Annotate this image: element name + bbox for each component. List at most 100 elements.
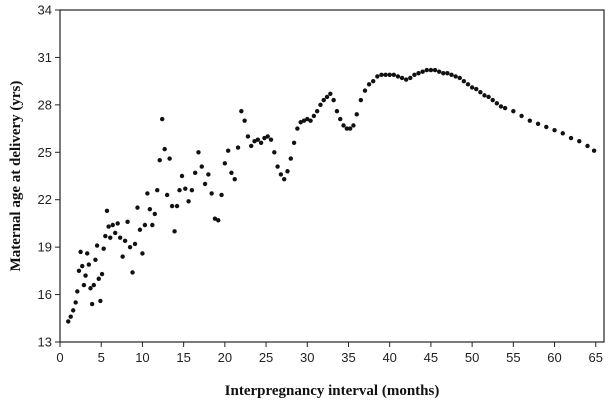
data-point bbox=[186, 199, 191, 204]
data-point bbox=[110, 222, 115, 228]
data-point bbox=[268, 137, 274, 142]
data-point bbox=[88, 286, 93, 291]
x-axis: 0 5 10 15 20 25 30 35 40 45 50 55 60 65 bbox=[56, 342, 603, 365]
data-point bbox=[99, 271, 105, 277]
x-tick-label: 60 bbox=[547, 350, 561, 365]
data-point bbox=[391, 72, 397, 78]
data-point bbox=[199, 164, 204, 169]
data-point bbox=[196, 150, 201, 155]
data-point bbox=[281, 176, 287, 182]
x-tick-label: 10 bbox=[135, 350, 149, 365]
data-point bbox=[347, 126, 353, 131]
data-point bbox=[104, 208, 110, 213]
data-point bbox=[68, 314, 73, 319]
data-point bbox=[428, 67, 434, 73]
y-tick-label: 28 bbox=[38, 97, 52, 112]
data-point bbox=[172, 229, 177, 234]
x-tick-label: 5 bbox=[98, 350, 105, 365]
data-point bbox=[103, 233, 108, 239]
data-point bbox=[399, 75, 405, 81]
data-point bbox=[408, 75, 413, 81]
data-point bbox=[83, 273, 88, 278]
data-point bbox=[424, 67, 429, 73]
x-tick-label: 20 bbox=[218, 350, 232, 365]
data-point bbox=[91, 282, 96, 288]
data-point bbox=[585, 143, 590, 149]
data-point bbox=[70, 308, 76, 313]
data-point bbox=[331, 97, 336, 103]
data-point bbox=[366, 82, 372, 87]
data-point bbox=[461, 78, 467, 84]
data-points bbox=[66, 67, 597, 324]
data-point bbox=[453, 74, 458, 79]
data-point bbox=[255, 137, 261, 142]
data-point bbox=[162, 146, 167, 152]
data-point bbox=[265, 134, 270, 139]
data-point bbox=[308, 118, 313, 123]
y-tick-label: 31 bbox=[38, 50, 52, 65]
x-tick-label: 55 bbox=[506, 350, 520, 365]
data-point bbox=[177, 188, 182, 193]
data-point bbox=[93, 257, 98, 262]
x-axis-title: Interpregnancy interval (months) bbox=[225, 383, 440, 399]
data-point bbox=[140, 251, 145, 256]
data-point bbox=[76, 268, 82, 274]
data-point bbox=[137, 227, 143, 232]
y-tick-label: 13 bbox=[38, 335, 52, 350]
data-point bbox=[465, 82, 471, 87]
data-point bbox=[75, 289, 80, 294]
data-point bbox=[167, 156, 172, 161]
data-point bbox=[183, 186, 188, 191]
data-point bbox=[78, 249, 83, 255]
x-tick-label: 25 bbox=[259, 350, 273, 365]
data-point bbox=[502, 105, 508, 111]
data-point bbox=[527, 118, 533, 123]
data-point bbox=[295, 126, 300, 131]
x-tick-label: 50 bbox=[465, 350, 479, 365]
data-point bbox=[420, 69, 425, 74]
data-point bbox=[577, 139, 582, 144]
data-point bbox=[127, 244, 133, 250]
data-point bbox=[229, 170, 234, 176]
y-tick-label: 34 bbox=[38, 3, 52, 18]
data-point bbox=[305, 116, 310, 122]
data-point bbox=[245, 134, 251, 139]
data-point bbox=[239, 108, 244, 114]
data-point bbox=[344, 126, 350, 131]
x-tick-label: 15 bbox=[176, 350, 190, 365]
data-point bbox=[115, 221, 120, 226]
data-point bbox=[552, 127, 557, 133]
data-point bbox=[474, 86, 479, 92]
data-point bbox=[328, 91, 333, 96]
data-point bbox=[262, 135, 267, 141]
data-point bbox=[206, 172, 211, 177]
data-point bbox=[216, 218, 221, 223]
x-tick-label: 0 bbox=[56, 350, 63, 365]
data-point bbox=[120, 254, 125, 259]
data-point bbox=[222, 161, 228, 166]
y-axis: 13 16 19 22 25 28 31 34 bbox=[38, 3, 60, 350]
data-point bbox=[311, 113, 317, 119]
data-point bbox=[358, 97, 364, 103]
data-point bbox=[379, 72, 384, 78]
data-point bbox=[275, 164, 280, 169]
y-axis-title: Maternal age at delivery (yrs) bbox=[8, 81, 24, 272]
data-point bbox=[117, 235, 123, 240]
data-point bbox=[252, 139, 257, 144]
data-point bbox=[152, 211, 157, 217]
x-tick-label: 35 bbox=[341, 350, 355, 365]
data-point bbox=[457, 75, 462, 81]
data-point bbox=[436, 69, 442, 74]
x-tick-label: 30 bbox=[300, 350, 314, 365]
data-point bbox=[145, 191, 150, 196]
data-point bbox=[591, 148, 597, 153]
data-point bbox=[179, 173, 185, 179]
data-point bbox=[108, 235, 113, 240]
data-point bbox=[232, 176, 237, 182]
data-point bbox=[249, 143, 254, 149]
data-point bbox=[338, 116, 343, 122]
data-point bbox=[486, 94, 491, 100]
x-tick-label: 45 bbox=[424, 350, 438, 365]
data-point bbox=[494, 101, 500, 106]
data-point bbox=[219, 192, 224, 198]
